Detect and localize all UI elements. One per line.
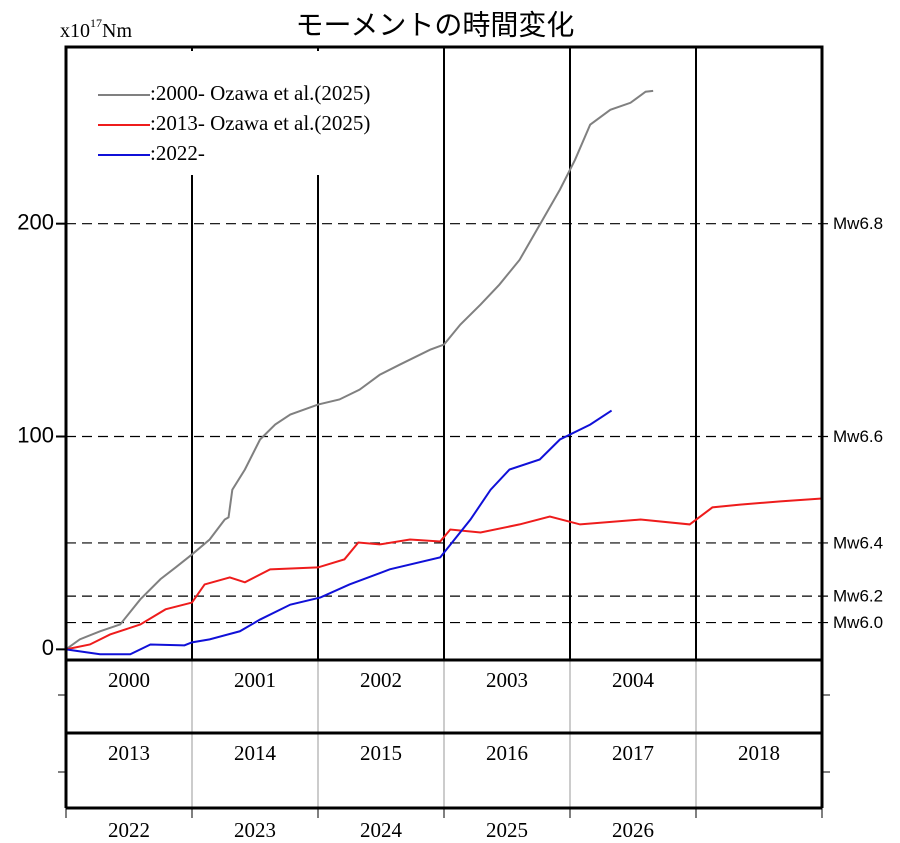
data-line — [65, 497, 823, 651]
year-label: 2002 — [360, 668, 402, 692]
y-unit-base: x10 — [60, 20, 90, 42]
year-label: 2015 — [360, 741, 402, 765]
reference-label: Mw6.4 — [833, 533, 883, 552]
year-label: 2018 — [738, 741, 780, 765]
legend-label: :2013- Ozawa et al.(2025) — [150, 111, 370, 135]
reference-label: Mw6.8 — [833, 214, 883, 233]
year-label: 2017 — [612, 741, 654, 765]
y-tick-label: 200 — [17, 209, 54, 234]
legend-label: :2022- — [150, 141, 205, 165]
year-label: 2004 — [612, 668, 655, 692]
chart-title: モーメントの時間変化 — [296, 9, 575, 41]
y-unit-unit: Nm — [102, 20, 132, 42]
reference-label: Mw6.2 — [833, 587, 883, 606]
y-tick-label: 100 — [17, 422, 54, 447]
year-label: 2023 — [234, 818, 276, 842]
year-label: 2003 — [486, 668, 528, 692]
year-label: 2001 — [234, 668, 276, 692]
data-line — [65, 409, 613, 656]
year-label: 2024 — [360, 818, 403, 842]
reference-label: Mw6.0 — [833, 613, 883, 632]
y-unit-exponent: 17 — [90, 16, 102, 30]
year-label: 2014 — [234, 741, 277, 765]
data-line — [65, 89, 654, 651]
reference-label: Mw6.6 — [833, 427, 883, 446]
legend-label: :2000- Ozawa et al.(2025) — [150, 81, 370, 105]
year-label: 2013 — [108, 741, 150, 765]
y-unit: x1017Nm — [60, 16, 132, 42]
plot-frame — [64, 45, 824, 662]
year-label: 2022 — [108, 818, 150, 842]
year-label: 2026 — [612, 818, 654, 842]
year-label: 2025 — [486, 818, 528, 842]
y-tick-label: 0 — [42, 635, 54, 660]
year-label: 2016 — [486, 741, 528, 765]
year-label: 2000 — [108, 668, 150, 692]
